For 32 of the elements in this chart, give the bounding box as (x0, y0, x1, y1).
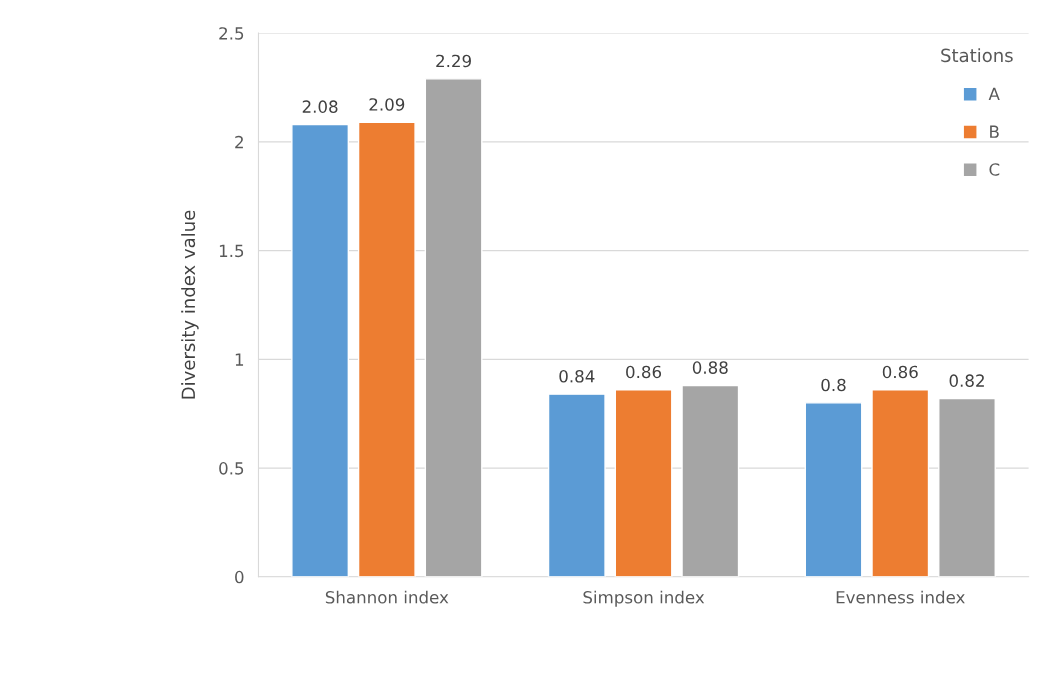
data-label: 0.8 (821, 378, 846, 392)
data-label: 0.86 (882, 365, 918, 379)
y-tick-label: 0 (235, 570, 244, 584)
bar (681, 384, 740, 577)
data-label: 2.09 (369, 98, 405, 111)
bar (291, 123, 350, 577)
legend-label: C (989, 163, 1000, 176)
data-label: 0.86 (626, 365, 662, 379)
data-label: 2.29 (436, 54, 471, 68)
y-tick-label: 0.5 (219, 462, 244, 475)
y-axis-title: Diversity index value (181, 210, 199, 399)
y-tick-label: 1.5 (219, 244, 244, 258)
bar (357, 121, 416, 577)
x-tick-label: Simpson index (583, 590, 705, 607)
data-label: 2.08 (302, 100, 338, 113)
bar (804, 402, 863, 577)
bar (614, 389, 673, 577)
bar (871, 389, 930, 577)
data-label: 0.82 (949, 374, 984, 387)
legend-title: Stations (941, 48, 1013, 63)
data-label: 0.88 (692, 361, 728, 374)
x-tick-label: Shannon index (325, 590, 449, 604)
legend-label: A (988, 87, 1000, 100)
x-tick-label: Evenness index (836, 590, 965, 604)
bar (938, 397, 996, 577)
bar (424, 78, 483, 577)
legend-label: B (990, 125, 999, 138)
y-tick-label: 2 (235, 135, 243, 149)
y-tick-label: 1 (235, 353, 244, 366)
bar (547, 393, 606, 577)
y-tick-label: 2.5 (219, 27, 244, 40)
data-label: 0.84 (559, 369, 595, 383)
